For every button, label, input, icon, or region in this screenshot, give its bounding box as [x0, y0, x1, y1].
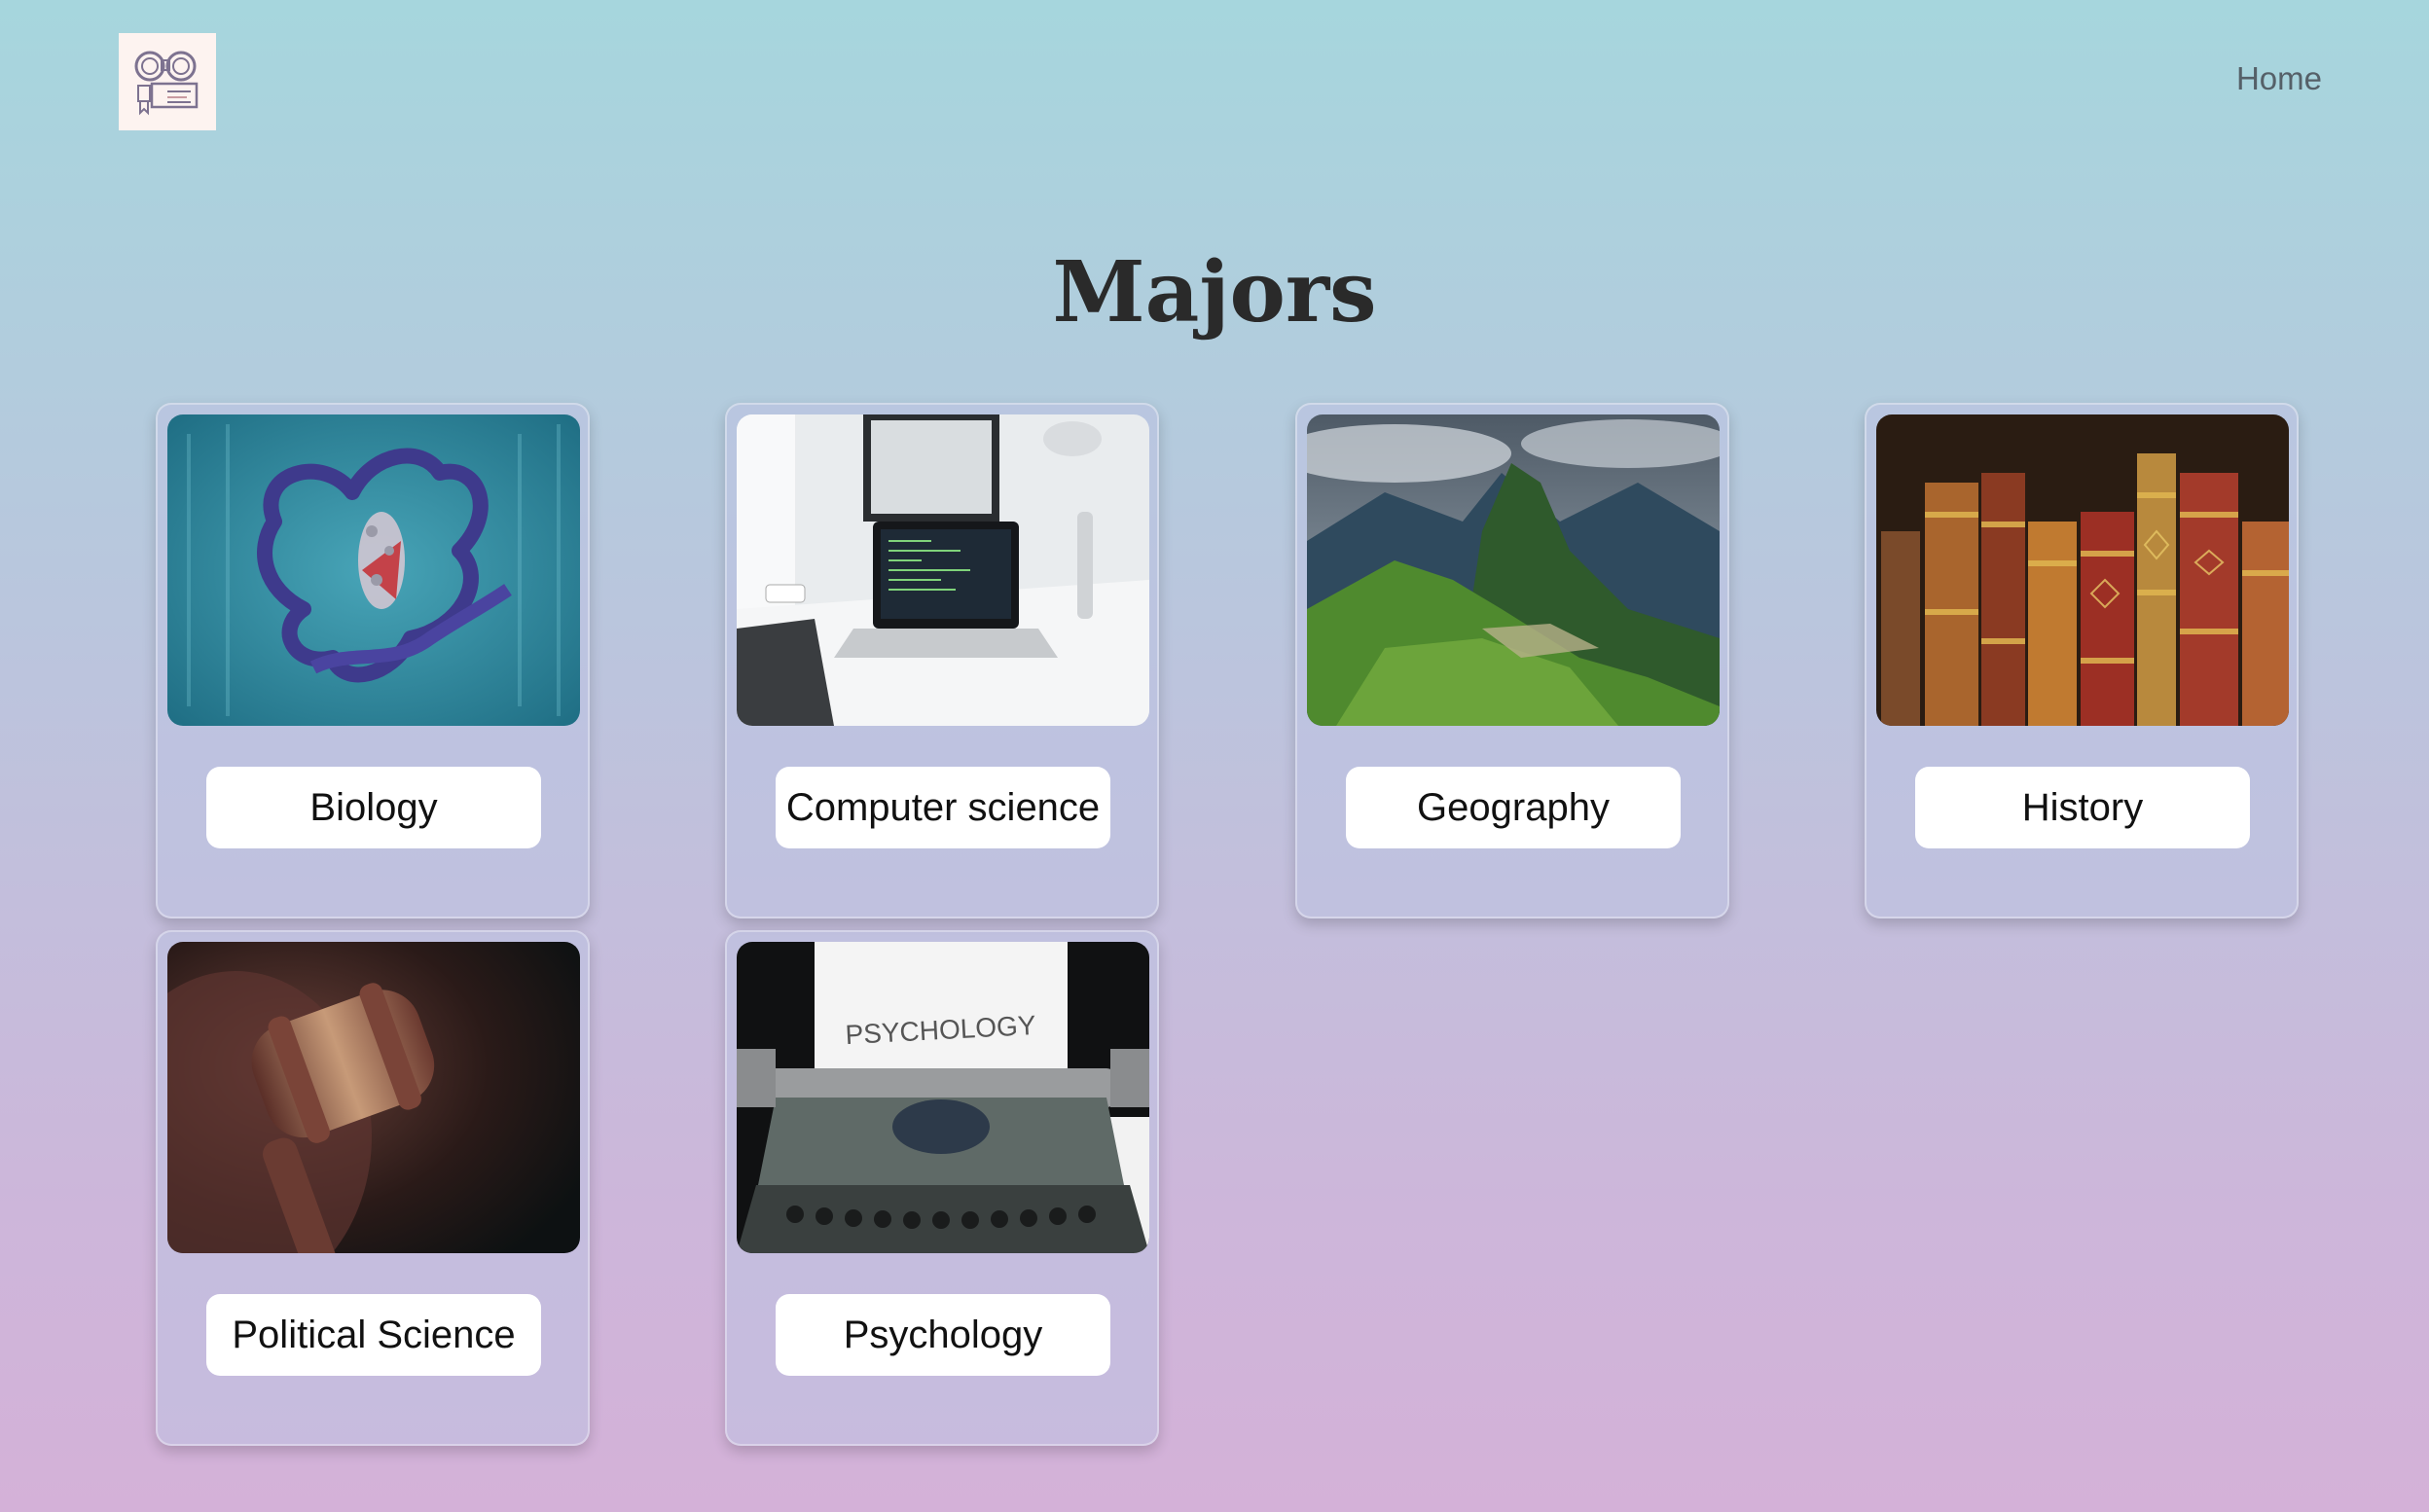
major-button-psychology[interactable]: Psychology: [776, 1294, 1110, 1376]
major-card-history: History: [1865, 403, 2299, 918]
gavel-image[interactable]: [167, 942, 580, 1253]
binoculars-certificate-logo-icon: [134, 51, 199, 116]
protein-structure-image[interactable]: [167, 414, 580, 726]
laptop-code-desk-image[interactable]: [737, 414, 1149, 726]
old-books-image[interactable]: [1876, 414, 2289, 726]
mountain-landscape-image[interactable]: [1307, 414, 1720, 726]
major-button-geography[interactable]: Geography: [1346, 767, 1681, 848]
major-button-biology[interactable]: Biology: [206, 767, 541, 848]
nav-home-link[interactable]: Home: [2235, 60, 2322, 96]
site-logo[interactable]: [119, 33, 216, 130]
typewriter-psychology-image[interactable]: PSYCHOLOGY: [737, 942, 1149, 1253]
major-card-geography: Geography: [1295, 403, 1729, 918]
major-card-psychology: PSYCHOLOGY Psychology: [725, 930, 1159, 1446]
major-card-political-science: Political Science: [156, 930, 590, 1446]
major-card-computer-science: Computer science: [725, 403, 1159, 918]
major-card-biology: Biology: [156, 403, 590, 918]
major-button-computer-science[interactable]: Computer science: [776, 767, 1110, 848]
major-button-political-science[interactable]: Political Science: [206, 1294, 541, 1376]
page-title: Majors: [1052, 243, 1377, 342]
major-button-history[interactable]: History: [1915, 767, 2250, 848]
